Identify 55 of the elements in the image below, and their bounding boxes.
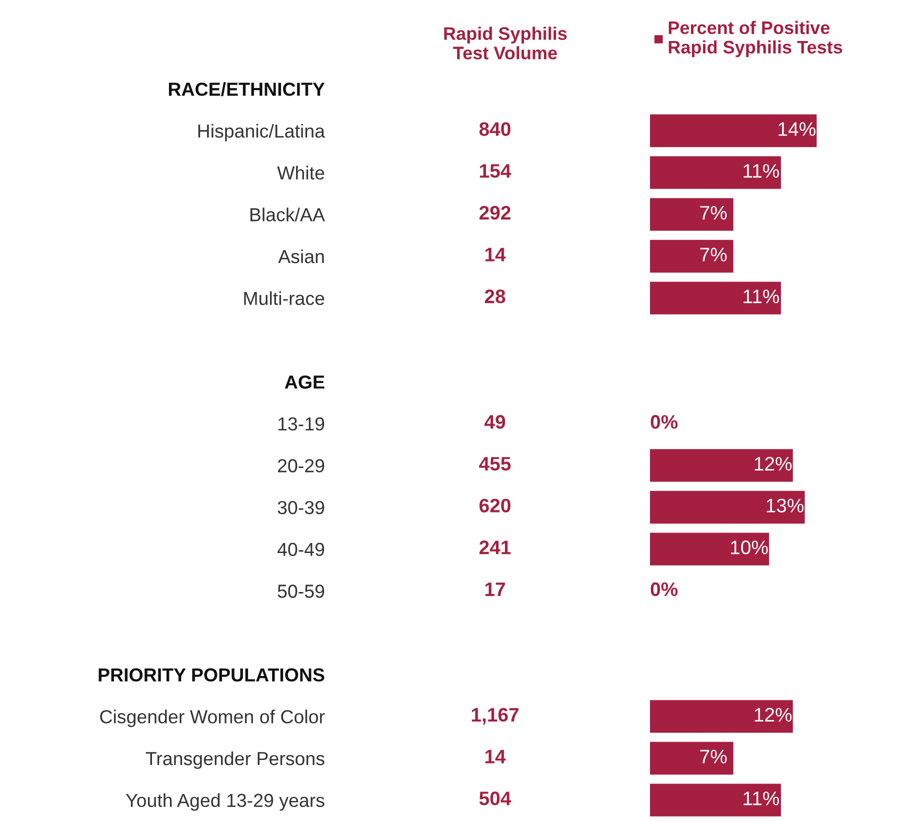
text: 1,167 <box>472 708 518 724</box>
bar <box>650 532 770 566</box>
y-tick-label: Youth Aged 13-29 years <box>126 793 324 811</box>
data-label: 7% <box>700 750 727 764</box>
bar <box>650 490 805 524</box>
text: 28 <box>484 290 506 304</box>
text: 241 <box>479 540 511 554</box>
text: 14 <box>485 248 506 262</box>
text: 49 <box>484 415 506 429</box>
text: 14 <box>485 750 506 764</box>
bar <box>650 700 793 733</box>
data-label: 13% <box>766 498 804 512</box>
y-tick-label: 13-19 <box>278 417 324 431</box>
bar <box>650 156 781 189</box>
bar <box>650 784 781 816</box>
y-tick-label: Cisgender Women of Color <box>100 710 325 728</box>
data-label: 12% <box>754 708 792 722</box>
data-label: 0% <box>650 582 678 596</box>
y-tick-label: Asian <box>278 249 324 264</box>
y-tick-label: Multi-race <box>244 291 324 306</box>
data-label: 7% <box>700 248 727 262</box>
legend-label: Percent of Positive Rapid Syphilis Tests <box>668 20 842 58</box>
y-tick-label: RACE/ETHNICITY <box>168 82 325 96</box>
bar <box>650 240 734 273</box>
text: 17 <box>485 582 505 596</box>
bar <box>650 742 734 775</box>
data-label: 0% <box>650 415 678 429</box>
y-tick-label: AGE <box>284 375 324 389</box>
bar <box>650 198 734 231</box>
data-label: 11% <box>744 164 780 178</box>
data-label: 12% <box>754 456 792 471</box>
y-tick-label: White <box>277 166 324 180</box>
text: 840 <box>479 122 510 136</box>
y-tick-label: 40-49 <box>277 542 324 556</box>
data-label: 14% <box>778 122 816 136</box>
bar <box>650 449 793 482</box>
data-label: 10% <box>731 540 768 554</box>
y-tick-label: PRIORITY POPULATIONS <box>98 668 324 682</box>
data-label: 11% <box>744 290 780 304</box>
text: 504 <box>479 792 512 806</box>
y-tick-label: Transgender Persons <box>146 751 324 769</box>
bar <box>650 114 817 148</box>
bar <box>650 282 781 314</box>
y-tick-label: 50-59 <box>278 584 324 598</box>
data-label: 7% <box>700 206 727 220</box>
text: 455 <box>479 457 511 471</box>
text: 154 <box>480 164 512 178</box>
y-tick-label: Hispanic/Latina <box>198 124 326 142</box>
text: Rapid Syphilis Test Volume <box>444 26 567 60</box>
y-tick-label: 20-29 <box>278 459 324 472</box>
y-tick-label: Black/AA <box>250 208 325 222</box>
text: 292 <box>479 206 510 220</box>
data-label: 11% <box>744 792 780 806</box>
y-tick-label: 30-39 <box>278 500 324 514</box>
text: 620 <box>479 498 510 512</box>
